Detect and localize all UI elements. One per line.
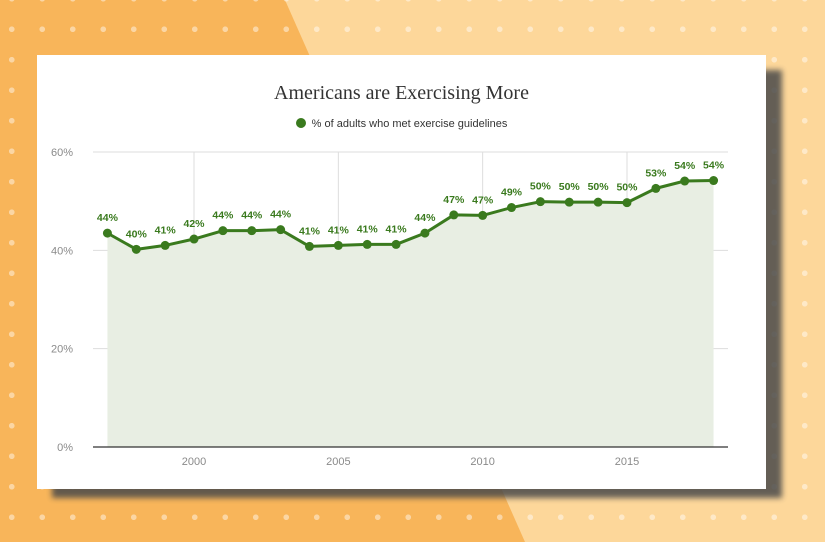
chart-plot: 0% 20% 40% 60% 2000 2005 2010 2015 44% 40% 41% 42% 4… xyxy=(51,147,728,468)
data-point xyxy=(304,241,314,251)
data-label: 50% xyxy=(616,182,638,194)
data-label: 41% xyxy=(386,223,408,235)
series-line xyxy=(106,179,714,251)
data-point xyxy=(247,226,257,236)
data-label: 49% xyxy=(501,187,523,199)
data-label: 41% xyxy=(328,224,350,236)
data-point xyxy=(189,234,199,244)
chart-title: Americans are Exercising More xyxy=(274,82,529,104)
series-area xyxy=(107,180,714,447)
x-tick-label: 2010 xyxy=(470,456,494,468)
data-label: 47% xyxy=(472,194,494,206)
data-label: 42% xyxy=(184,218,206,230)
x-tick-label: 2000 xyxy=(182,456,206,468)
data-label: 54% xyxy=(674,160,696,172)
data-label: 44% xyxy=(212,210,234,222)
chart-card: Americans are Exercising More % of adult… xyxy=(37,55,766,489)
data-label: 50% xyxy=(530,181,552,193)
data-point xyxy=(102,228,112,238)
data-label: 47% xyxy=(443,194,465,206)
y-tick-label: 0% xyxy=(57,442,73,454)
data-point xyxy=(449,210,459,220)
data-point xyxy=(218,226,228,236)
data-label: 44% xyxy=(270,209,292,221)
legend-marker xyxy=(295,118,306,128)
data-point xyxy=(362,239,372,249)
data-point xyxy=(131,244,141,254)
data-label: 41% xyxy=(357,223,379,235)
data-point xyxy=(333,240,343,250)
data-label: 53% xyxy=(645,167,667,179)
data-label: 44% xyxy=(414,212,436,224)
data-label: 40% xyxy=(126,228,148,240)
legend-label: % of adults who met exercise guidelines xyxy=(311,118,508,130)
y-tick-label: 60% xyxy=(51,147,73,159)
data-point xyxy=(680,176,690,186)
data-point xyxy=(535,197,545,207)
data-point xyxy=(564,197,574,207)
data-label: 41% xyxy=(155,224,177,236)
data-point xyxy=(276,225,286,235)
data-label: 41% xyxy=(299,225,321,237)
data-point xyxy=(709,176,719,186)
x-tick-label: 2015 xyxy=(615,456,639,468)
data-point xyxy=(593,197,603,207)
data-point xyxy=(507,203,517,213)
chart-legend: % of adults who met exercise guidelines xyxy=(37,118,766,130)
data-point xyxy=(420,228,430,238)
data-point xyxy=(651,183,661,193)
data-label: 44% xyxy=(97,212,119,224)
data-label: 44% xyxy=(241,210,263,222)
x-tick-label: 2005 xyxy=(326,456,350,468)
data-point xyxy=(622,198,632,208)
data-label: 54% xyxy=(703,160,725,172)
data-label: 50% xyxy=(559,181,581,193)
data-point xyxy=(160,240,170,250)
data-point xyxy=(391,239,401,249)
y-tick-label: 20% xyxy=(51,344,73,356)
data-point xyxy=(478,210,488,220)
y-tick-label: 40% xyxy=(51,245,73,257)
data-label: 50% xyxy=(588,181,610,193)
